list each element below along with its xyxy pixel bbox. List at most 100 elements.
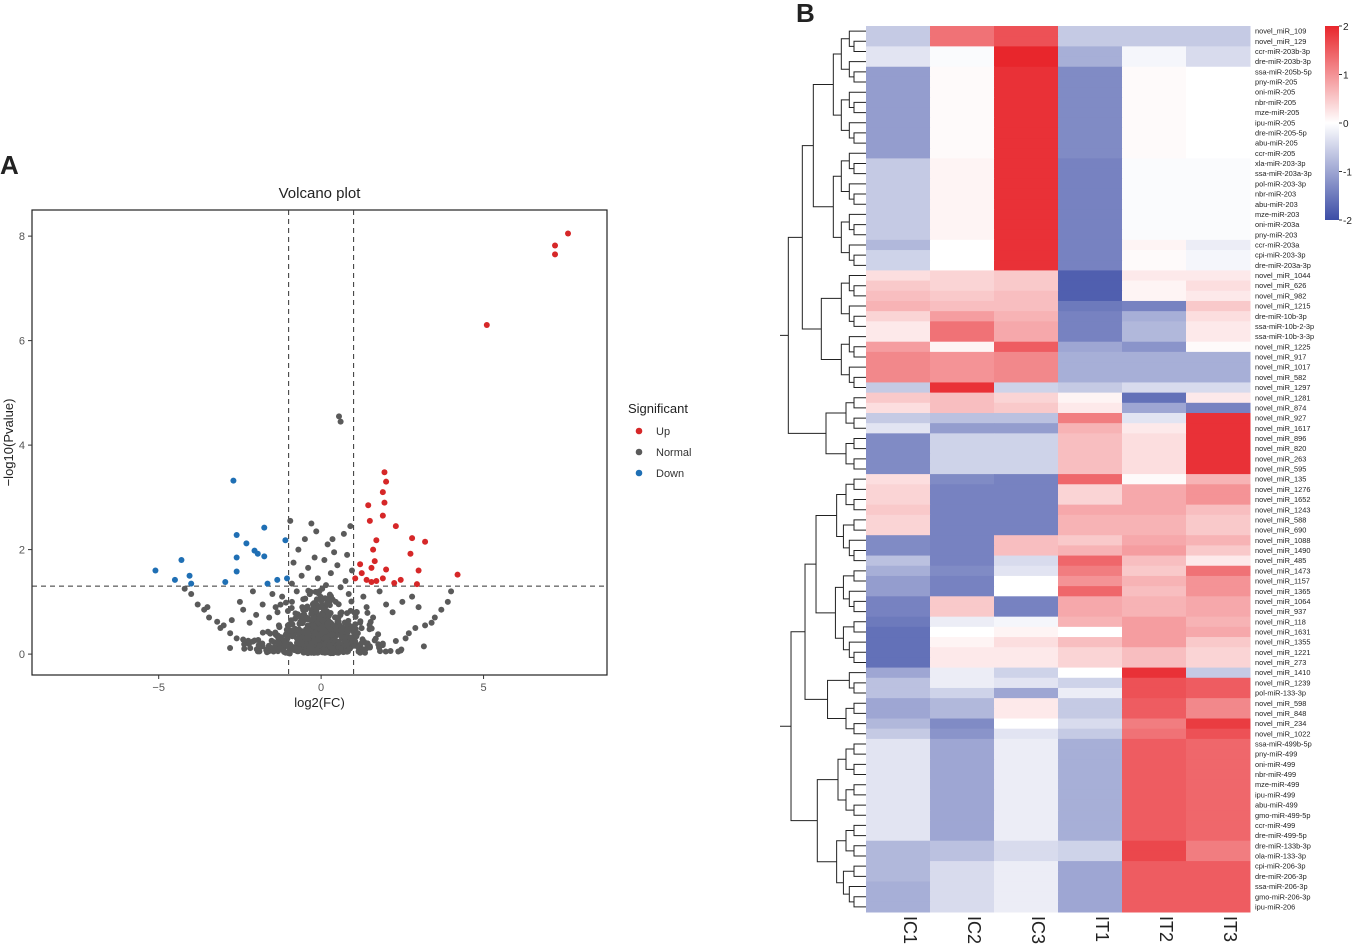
heatmap-cell xyxy=(1186,199,1251,210)
heatmap-cells xyxy=(866,26,1251,913)
dendrogram-branch xyxy=(840,99,850,131)
heatmap-cell xyxy=(994,158,1059,170)
y-tick-label: 2 xyxy=(19,545,25,557)
point-normal xyxy=(420,643,427,650)
dendrogram-branch xyxy=(840,221,850,254)
heatmap-cell xyxy=(1122,494,1187,506)
dendrogram-branch xyxy=(780,334,792,727)
point-normal xyxy=(358,640,365,647)
heatmap-cell xyxy=(994,759,1059,770)
heatmap-cell xyxy=(1186,178,1251,190)
point-down xyxy=(152,567,159,574)
heatmap-cell xyxy=(1122,871,1187,882)
heatmap-cell xyxy=(1122,861,1187,872)
heatmap-cell xyxy=(866,311,931,322)
point-normal xyxy=(308,520,315,527)
heatmap-cell xyxy=(930,535,995,546)
point-up xyxy=(552,242,559,249)
dendrogram-branch xyxy=(853,132,866,144)
heatmap-cell xyxy=(930,463,995,475)
dendrogram-branch xyxy=(853,519,866,531)
heatmap-cell xyxy=(866,229,931,241)
dendrogram-branch xyxy=(840,282,850,315)
point-normal xyxy=(371,637,378,644)
point-normal xyxy=(270,645,277,652)
point-normal xyxy=(288,598,295,605)
point-normal xyxy=(366,621,373,628)
heatmap-cell xyxy=(930,616,995,628)
heatmap-cell xyxy=(866,209,931,220)
dendrogram-branch xyxy=(853,376,866,389)
heatmap-cell xyxy=(1122,637,1187,648)
heatmap-cell xyxy=(1186,250,1251,261)
heatmap-cell xyxy=(866,300,931,312)
row-label: novel_miR_1617 xyxy=(1255,424,1310,433)
heatmap-cell xyxy=(1186,362,1251,373)
heatmap-cell xyxy=(1186,138,1251,149)
heatmap-cell xyxy=(866,586,931,597)
heatmap-cell xyxy=(1186,107,1251,119)
heatmap-cell xyxy=(1186,637,1251,648)
heatmap-cell xyxy=(1122,901,1187,913)
point-normal xyxy=(338,647,345,654)
legend-label-normal: Normal xyxy=(656,447,691,459)
heatmap-cell xyxy=(1122,290,1187,302)
heatmap-cell xyxy=(1122,687,1187,699)
heatmap-cell xyxy=(930,321,995,333)
dendrogram-branch xyxy=(853,570,866,582)
point-normal xyxy=(375,631,382,638)
heatmap-cell xyxy=(1058,402,1123,414)
heatmap-cell xyxy=(930,311,995,322)
heatmap-cell xyxy=(866,565,931,577)
legend-marker-normal xyxy=(635,448,643,456)
dendrogram-branch xyxy=(836,840,846,884)
point-up xyxy=(370,546,377,553)
heatmap-cell xyxy=(866,687,931,699)
heatmap-cell xyxy=(1058,545,1123,557)
point-normal xyxy=(284,608,291,615)
heatmap-cell xyxy=(866,463,931,475)
point-normal xyxy=(295,626,302,633)
point-up xyxy=(383,478,390,485)
heatmap-cell xyxy=(1186,718,1251,730)
heatmap-cell xyxy=(1058,514,1123,526)
dendrogram-branch xyxy=(853,743,866,755)
heatmap-cell xyxy=(1058,138,1123,149)
point-normal xyxy=(364,609,371,616)
heatmap-cell xyxy=(1058,698,1123,709)
heatmap-cell xyxy=(866,76,931,88)
row-label: novel_miR_1410 xyxy=(1255,668,1310,677)
heatmap-cell xyxy=(866,260,931,271)
heatmap-cell xyxy=(994,209,1059,220)
point-normal xyxy=(214,618,221,625)
dendrogram-branch xyxy=(832,175,842,238)
heatmap-cell xyxy=(930,830,995,842)
heatmap-cell xyxy=(994,881,1059,893)
heatmap-cell xyxy=(930,891,995,903)
heatmap-cell xyxy=(1122,168,1187,180)
heatmap-cell xyxy=(1122,433,1187,445)
heatmap-cell xyxy=(1058,881,1123,893)
heatmap-cell xyxy=(930,209,995,220)
heatmap-cell xyxy=(994,341,1059,353)
series-normal xyxy=(181,413,455,650)
heatmap-cell xyxy=(930,300,995,312)
point-normal xyxy=(303,615,310,622)
legend-marker-up xyxy=(635,427,643,435)
heatmap-cell xyxy=(1186,891,1251,903)
point-normal xyxy=(263,647,270,654)
heatmap-cell xyxy=(1186,596,1251,607)
heatmap-cell xyxy=(1186,300,1251,312)
point-normal xyxy=(352,638,359,645)
heatmap-cell xyxy=(1122,311,1187,322)
point-normal xyxy=(355,648,362,655)
heatmap-cell xyxy=(994,840,1059,852)
dendrogram-branch xyxy=(787,236,826,434)
heatmap-cell xyxy=(994,850,1059,862)
row-label: novel_miR_896 xyxy=(1255,434,1306,443)
heatmap-cell xyxy=(1122,351,1187,363)
heatmap-cell xyxy=(994,514,1059,526)
heatmap-cell xyxy=(930,586,995,597)
row-label: novel_miR_1243 xyxy=(1255,505,1310,514)
dendrogram-branch xyxy=(840,160,850,192)
